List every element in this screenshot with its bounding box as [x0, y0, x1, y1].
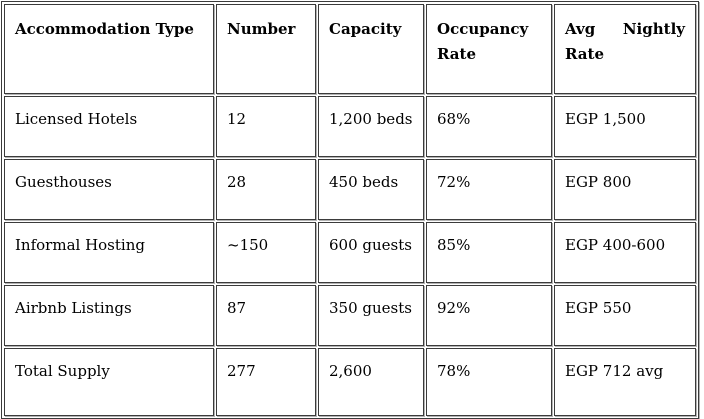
- cell-occupancy-rate: 85%: [426, 222, 552, 283]
- cell-capacity: 1,200 beds: [318, 96, 424, 157]
- cell-number: 28: [216, 159, 316, 220]
- cell-number: ~150: [216, 222, 316, 283]
- header-cell-accommodation-type: Accommodation Type: [4, 4, 214, 94]
- cell-number: 12: [216, 96, 316, 157]
- cell-avg-nightly-rate: EGP 1,500: [554, 96, 696, 157]
- cell-occupancy-rate: 78%: [426, 348, 552, 416]
- header-cell-avg-nightly-rate: Avg Nightly Rate: [554, 4, 696, 94]
- cell-accommodation-type: Guesthouses: [4, 159, 214, 220]
- table-row: Airbnb Listings 87 350 guests 92% EGP 55…: [4, 285, 696, 346]
- table-row: Licensed Hotels 12 1,200 beds 68% EGP 1,…: [4, 96, 696, 157]
- header-cell-number: Number: [216, 4, 316, 94]
- cell-accommodation-type: Airbnb Listings: [4, 285, 214, 346]
- cell-capacity: 2,600: [318, 348, 424, 416]
- table-row: Guesthouses 28 450 beds 72% EGP 800: [4, 159, 696, 220]
- header-cell-capacity: Capacity: [318, 4, 424, 94]
- cell-capacity: 450 beds: [318, 159, 424, 220]
- cell-occupancy-rate: 72%: [426, 159, 552, 220]
- table-row-total: Total Supply 277 2,600 78% EGP 712 avg: [4, 348, 696, 416]
- header-cell-occupancy-rate: Occupancy Rate: [426, 4, 552, 94]
- cell-accommodation-type: Informal Hosting: [4, 222, 214, 283]
- cell-avg-nightly-rate: EGP 400-600: [554, 222, 696, 283]
- cell-number: 277: [216, 348, 316, 416]
- cell-accommodation-type: Licensed Hotels: [4, 96, 214, 157]
- table-row: Informal Hosting ~150 600 guests 85% EGP…: [4, 222, 696, 283]
- cell-accommodation-type: Total Supply: [4, 348, 214, 416]
- cell-avg-nightly-rate: EGP 712 avg: [554, 348, 696, 416]
- cell-capacity: 600 guests: [318, 222, 424, 283]
- cell-capacity: 350 guests: [318, 285, 424, 346]
- cell-avg-nightly-rate: EGP 550: [554, 285, 696, 346]
- cell-occupancy-rate: 68%: [426, 96, 552, 157]
- cell-number: 87: [216, 285, 316, 346]
- table-header-row: Accommodation Type Number Capacity Occup…: [4, 4, 696, 94]
- cell-occupancy-rate: 92%: [426, 285, 552, 346]
- cell-avg-nightly-rate: EGP 800: [554, 159, 696, 220]
